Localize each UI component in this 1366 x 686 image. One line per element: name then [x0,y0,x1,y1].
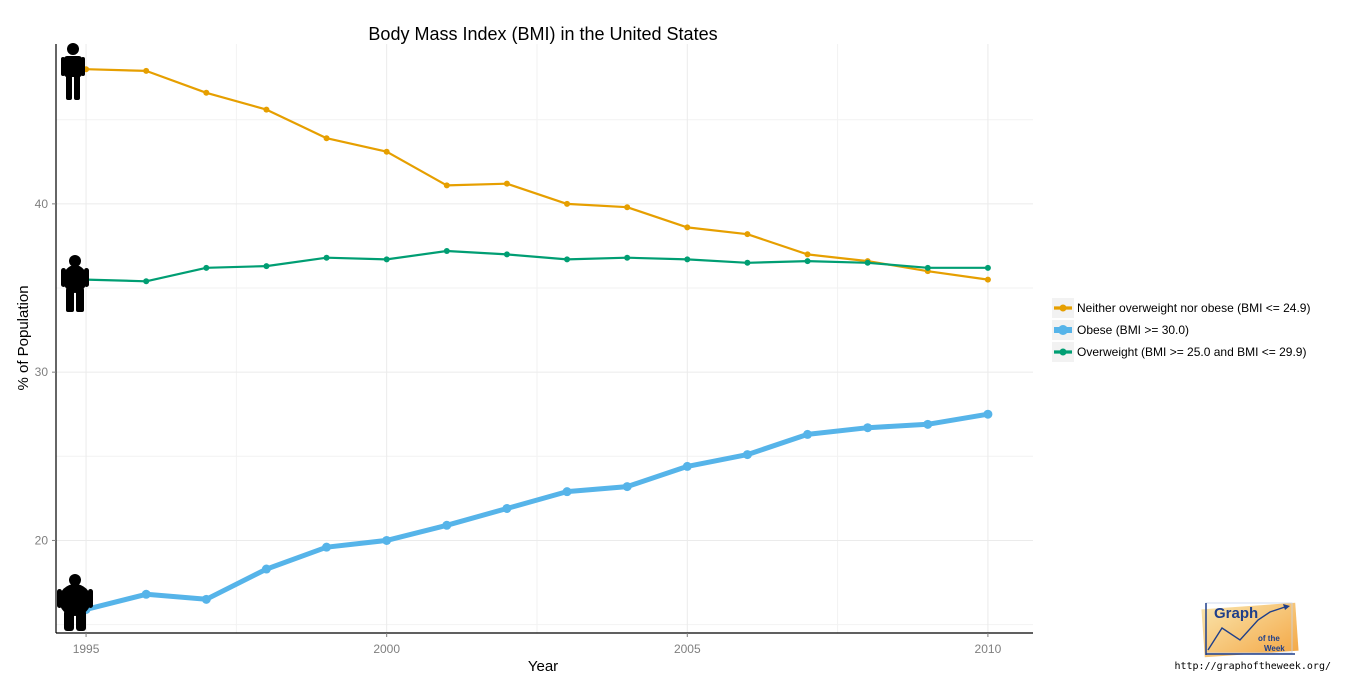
legend-key-point [1059,348,1067,356]
major-gridlines [56,44,1033,633]
slim-person-icon [61,43,85,100]
data-point [203,89,210,96]
data-point [983,409,993,419]
data-point [744,231,751,238]
data-point [141,589,151,599]
legend-key-point [1058,325,1068,335]
data-point [682,461,692,471]
data-point [742,450,752,460]
data-point [684,256,691,263]
data-point [803,429,813,439]
data-point [924,264,931,271]
obese-person-icon [57,574,93,631]
minor-gridlines [56,44,1033,633]
data-point [503,180,510,187]
y-tick-label: 30 [35,365,49,379]
data-point [443,247,450,254]
data-point [864,259,871,266]
logo-title: Graph [1214,605,1258,622]
data-point [984,264,991,271]
watermark-url: http://graphoftheweek.org/ [1174,661,1331,672]
data-point [383,256,390,263]
data-point [744,259,751,266]
series-obese-line [85,411,989,612]
data-point [804,251,811,258]
data-point [322,542,332,552]
series-neither-line [86,68,989,281]
data-point [323,254,330,261]
data-point [143,67,150,74]
y-axis-ticks: 20 30 40 [35,197,56,547]
x-tick-label: 2010 [975,642,1002,656]
x-tick-label: 1995 [73,642,100,656]
data-point [984,276,991,283]
data-point [503,251,510,258]
y-tick-label: 20 [35,533,49,547]
series-overweight-line [86,249,988,283]
data-point [383,148,390,155]
legend-label: Neither overweight nor obese (BMI <= 24.… [1077,301,1310,315]
logo-subtitle-2: Week [1264,644,1285,653]
legend: Neither overweight nor obese (BMI <= 24.… [1052,298,1310,362]
data-point [203,264,210,271]
chart-title: Body Mass Index (BMI) in the United Stat… [368,24,717,44]
series-layer [81,66,993,614]
graph-of-the-week-logo: Graph of the Week [1201,602,1299,658]
data-point [201,594,211,604]
data-point [622,482,632,492]
x-axis-ticks: 1995 2000 2005 2010 [73,633,1002,656]
series-overweight [83,247,991,285]
data-point [502,503,512,513]
logo-subtitle: of the [1258,634,1280,643]
data-point [863,423,873,433]
series-obese [81,409,993,614]
overweight-person-icon [61,255,89,312]
data-point [684,224,691,231]
data-point [923,419,933,429]
x-tick-label: 2000 [373,642,400,656]
data-point [562,487,572,497]
legend-label: Overweight (BMI >= 25.0 and BMI <= 29.9) [1077,345,1306,359]
data-point [564,200,571,207]
data-point [261,564,271,574]
y-axis-title: % of Population [15,285,32,390]
data-point [443,182,450,189]
x-axis-title: Year [528,658,558,675]
data-point [624,204,631,211]
y-tick-label: 40 [35,197,49,211]
legend-label: Obese (BMI >= 30.0) [1077,323,1189,337]
data-point [442,520,452,530]
data-point [323,135,330,142]
data-point [804,258,811,265]
legend-key-point [1059,304,1067,312]
data-point [382,535,392,545]
data-point [624,254,631,261]
data-point [564,256,571,263]
data-point [263,106,270,113]
x-tick-label: 2005 [674,642,701,656]
data-point [143,278,150,285]
data-point [263,263,270,270]
